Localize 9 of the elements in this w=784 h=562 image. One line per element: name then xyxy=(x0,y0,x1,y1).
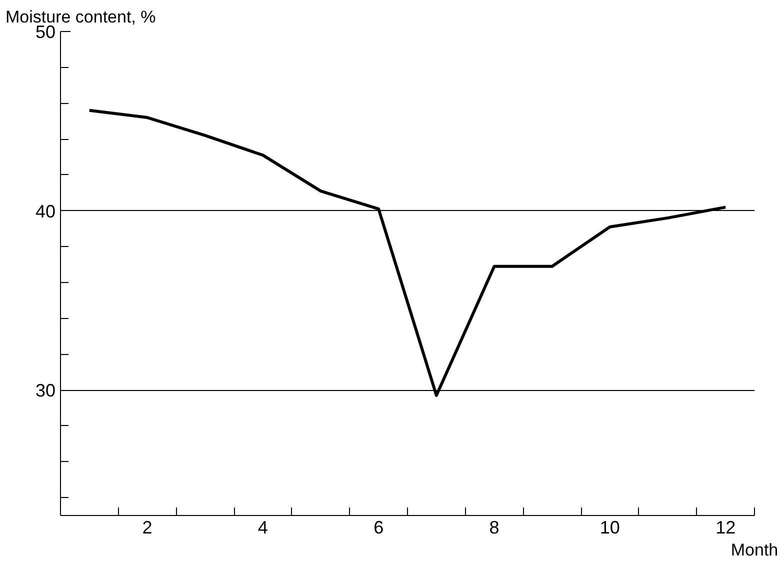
x-tick-label: 12 xyxy=(716,518,736,538)
x-tick-label: 2 xyxy=(142,518,152,538)
x-tick-label: 8 xyxy=(489,518,500,538)
y-tick-label: 30 xyxy=(35,380,56,401)
x-tick-label: 4 xyxy=(258,518,268,538)
x-axis-title: Month xyxy=(730,540,778,560)
x-tick-label: 10 xyxy=(600,518,620,538)
x-tick-label: 6 xyxy=(374,518,384,538)
y-tick-label: 40 xyxy=(35,201,56,222)
